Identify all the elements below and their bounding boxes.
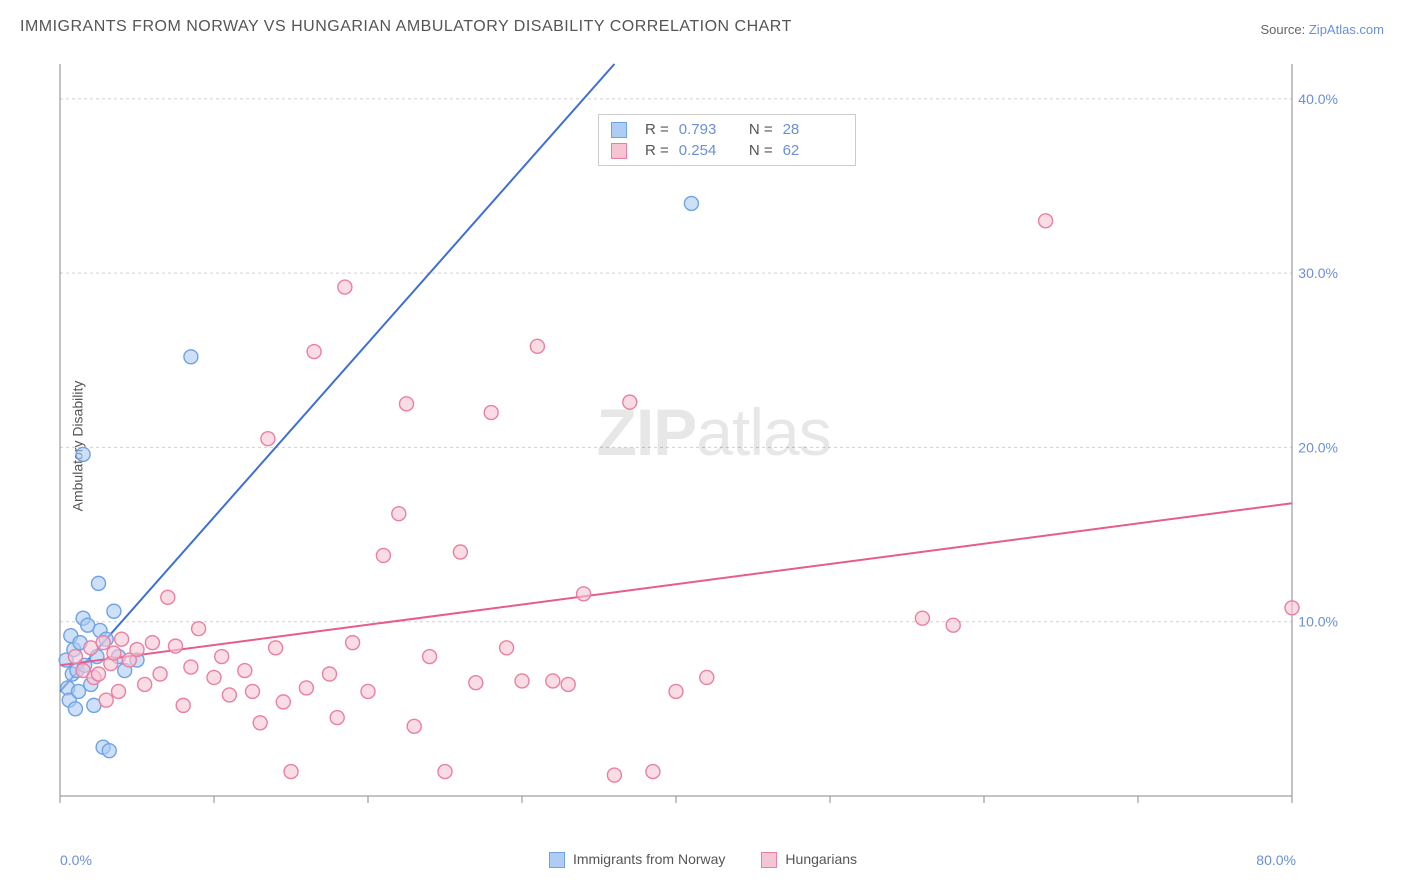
svg-text:20.0%: 20.0% <box>1298 439 1338 455</box>
stats-swatch <box>611 122 627 138</box>
legend-item-2: Hungarians <box>761 851 857 868</box>
chart-title: IMMIGRANTS FROM NORWAY VS HUNGARIAN AMBU… <box>20 18 792 36</box>
legend-swatch-2 <box>761 852 777 868</box>
legend-swatch-1 <box>549 852 565 868</box>
svg-text:10.0%: 10.0% <box>1298 614 1338 630</box>
bottom-legend: Immigrants from Norway Hungarians <box>0 851 1406 868</box>
scatter-plot: 10.0% 20.0% 30.0% 40.0% <box>52 56 1352 816</box>
legend-item-1: Immigrants from Norway <box>549 851 725 868</box>
legend-label-1: Immigrants from Norway <box>573 851 725 867</box>
stats-legend-box: R = 0.793 N = 28R = 0.254 N = 62 <box>598 114 856 166</box>
source-attribution: Source: ZipAtlas.com <box>1260 22 1384 37</box>
legend-label-2: Hungarians <box>785 851 857 867</box>
source-label: Source: <box>1260 22 1308 37</box>
chart-area: 10.0%20.0%30.0%40.0% ZIPatlas R = 0.793 … <box>52 56 1352 816</box>
stats-row: R = 0.793 N = 28 <box>599 119 855 140</box>
svg-text:30.0%: 30.0% <box>1298 265 1338 281</box>
svg-text:40.0%: 40.0% <box>1298 91 1338 107</box>
stats-row: R = 0.254 N = 62 <box>599 140 855 161</box>
source-link[interactable]: ZipAtlas.com <box>1309 22 1384 37</box>
stats-swatch <box>611 143 627 159</box>
